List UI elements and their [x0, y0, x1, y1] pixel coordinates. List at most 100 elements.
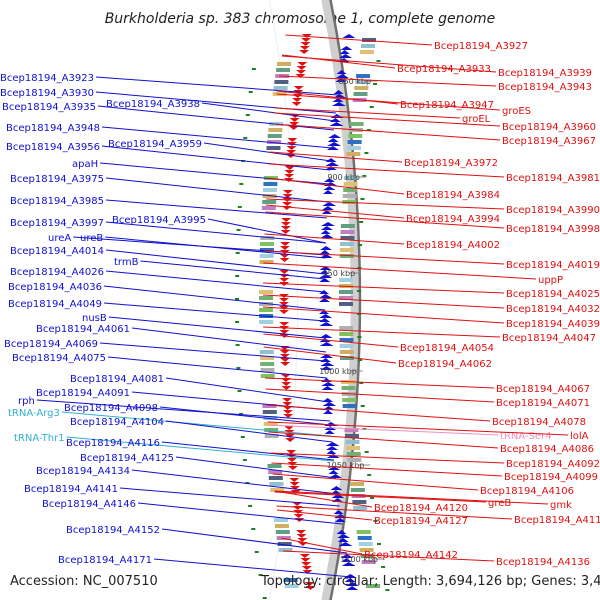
- forward-gene-arrow: [344, 578, 356, 582]
- cog-block: [339, 350, 354, 354]
- cog-block: [339, 290, 353, 294]
- cog-block: [343, 182, 358, 186]
- gene-label-right: Bcep18194_A4032: [506, 304, 600, 315]
- gene-leader-line: [119, 487, 340, 507]
- gene-leader-line: [108, 316, 326, 339]
- reverse-gene-arrow: [283, 414, 294, 418]
- forward-gene-arrow: [337, 534, 351, 538]
- forward-gene-arrow: [321, 386, 334, 390]
- gene-leader-line: [159, 406, 331, 426]
- gene-label-left: Bcep18194_A4104: [70, 417, 164, 428]
- gene-leader-line: [101, 126, 333, 149]
- ruler-tick-label: 900 kbp: [327, 173, 360, 182]
- reverse-gene-arrow: [279, 258, 290, 262]
- cog-block: [342, 194, 357, 198]
- gene-label-left: tRNA-Arg3: [8, 408, 60, 419]
- reverse-gene-arrow: [280, 230, 291, 234]
- gene-label-left: Bcep18194_A3997: [10, 218, 104, 229]
- cog-block: [341, 386, 356, 390]
- reverse-gene-arrow: [296, 66, 307, 70]
- cog-block: [283, 578, 298, 582]
- cog-block: [344, 428, 359, 432]
- cog-block: [270, 488, 285, 492]
- gene-label-left: Bcep18194_A4091: [36, 388, 130, 399]
- forward-gene-arrow: [319, 334, 333, 338]
- reverse-gene-arrow: [299, 50, 310, 54]
- forward-gene-arrow: [321, 222, 335, 226]
- reverse-gene-arrow: [279, 350, 290, 354]
- forward-gene-arrow: [319, 250, 330, 254]
- reverse-gene-arrow: [296, 534, 307, 538]
- reverse-gene-arrow: [292, 98, 303, 102]
- gene-leader-line: [161, 528, 348, 554]
- gene-leader-line: [281, 55, 497, 73]
- cog-block: [352, 500, 367, 504]
- misc-feature: [242, 459, 247, 461]
- misc-feature: [357, 313, 362, 315]
- accession-text: Accession: NC_007510: [10, 574, 158, 589]
- cog-block: [262, 410, 277, 414]
- gene-leader-line: [263, 346, 397, 364]
- gene-leader-line: [270, 452, 505, 464]
- forward-gene-arrow: [319, 254, 333, 258]
- forward-gene-arrow: [332, 98, 344, 102]
- gene-leader-line: [263, 262, 537, 280]
- forward-gene-arrow: [320, 246, 332, 250]
- forward-gene-arrow: [336, 70, 347, 74]
- misc-feature: [360, 198, 365, 200]
- cog-block: [284, 584, 299, 588]
- gene-leader-line: [105, 236, 326, 259]
- reverse-gene-arrow: [279, 278, 290, 282]
- reverse-gene-arrow: [289, 482, 300, 486]
- forward-gene-arrow: [330, 486, 343, 490]
- cog-block: [346, 452, 361, 456]
- cog-block: [348, 134, 363, 138]
- gene-leader-line: [265, 388, 495, 403]
- cog-block: [275, 530, 290, 534]
- reverse-gene-arrow: [279, 302, 289, 306]
- cog-block: [259, 290, 273, 294]
- reverse-gene-arrow: [279, 310, 289, 314]
- reverse-gene-arrow: [300, 42, 311, 46]
- forward-gene-arrow: [331, 494, 345, 498]
- gene-label-left: Bcep18194_A4014: [10, 246, 104, 257]
- gene-leader-line: [263, 250, 505, 265]
- cog-block: [259, 260, 274, 264]
- cog-block: [362, 38, 376, 42]
- gene-label-right: Bcep18194_A4019: [506, 260, 600, 271]
- cog-block: [278, 548, 293, 552]
- gene-label-right: Bcep18194_A4002: [406, 240, 500, 251]
- misc-feature: [248, 91, 253, 93]
- gene-label-right: Bcep18194_A3981: [506, 173, 600, 184]
- gene-leader-line: [107, 356, 328, 379]
- gene-leader-line: [274, 490, 373, 508]
- cog-block: [356, 74, 371, 78]
- gene-label-right: Bcep18194_A4120: [374, 503, 468, 514]
- forward-gene-arrow: [321, 210, 332, 214]
- reverse-gene-arrow: [289, 478, 300, 482]
- gene-label-right: Bcep18194_A3972: [404, 158, 498, 169]
- gene-leader-line: [276, 93, 501, 111]
- cog-block: [347, 140, 362, 144]
- cog-block: [347, 458, 362, 462]
- gene-leader-line: [203, 142, 332, 162]
- misc-feature: [357, 290, 361, 292]
- misc-feature: [359, 382, 364, 384]
- gene-leader-line: [131, 327, 327, 353]
- gene-leader-line: [281, 537, 363, 555]
- gene-label-left: Bcep18194_A3930: [0, 88, 94, 99]
- cog-block: [276, 68, 291, 72]
- forward-gene-arrow: [340, 46, 353, 50]
- cog-block: [359, 548, 374, 552]
- gene-label-left: Bcep18194_A4081: [70, 374, 164, 385]
- gene-label-right: Bcep18194_A3943: [498, 82, 592, 93]
- forward-gene-arrow: [323, 186, 336, 190]
- cog-block: [354, 86, 369, 90]
- gene-label-left: Bcep18194_A4049: [8, 299, 102, 310]
- reverse-gene-arrow: [299, 46, 310, 50]
- gene-label-left: Bcep18194_A4171: [58, 555, 152, 566]
- gene-label-right: tRNA-Ser4: [500, 431, 552, 442]
- cog-block: [260, 242, 275, 246]
- forward-gene-arrow: [338, 542, 353, 546]
- gene-label-left: Bcep18194_A3948: [6, 123, 100, 134]
